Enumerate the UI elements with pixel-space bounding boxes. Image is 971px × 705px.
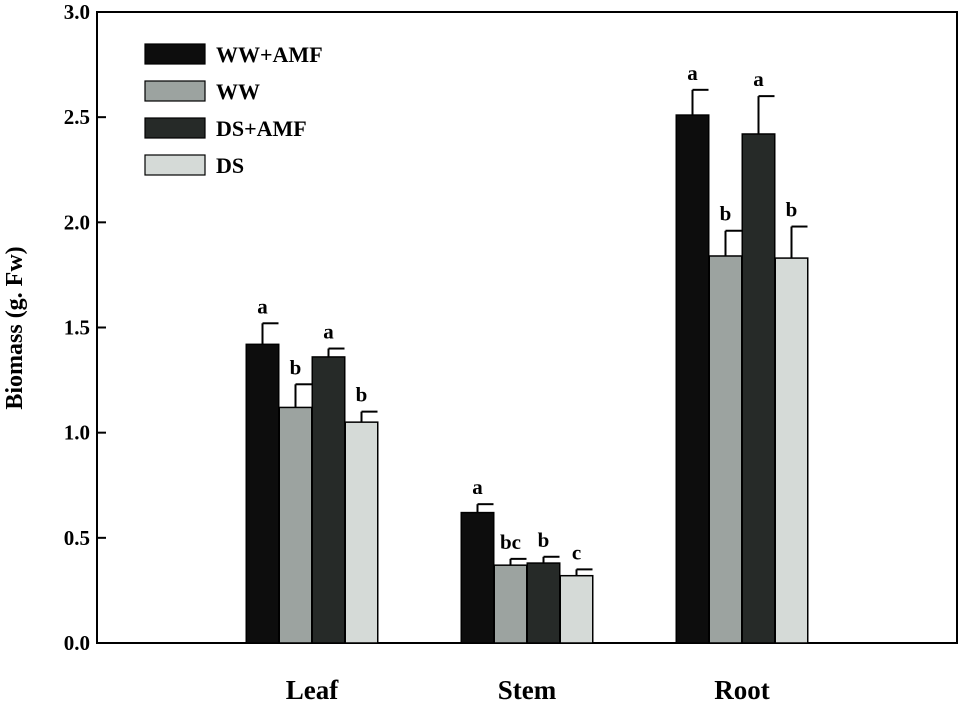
x-category-label: Root: [714, 675, 770, 705]
significance-label: b: [290, 355, 302, 379]
bar: [774, 257, 809, 644]
significance-label: b: [538, 528, 550, 552]
y-tick-label: 0.0: [64, 631, 90, 655]
legend-swatch: [144, 80, 206, 102]
bar: [245, 343, 280, 644]
bar: [675, 114, 710, 644]
y-axis: 0.0 0.5 1.0 1.5 2.0 2.5 3.0: [64, 0, 106, 655]
y-tick-label: 0.5: [64, 526, 90, 550]
bar: [278, 406, 313, 644]
bar: [493, 564, 528, 644]
y-tick-label: 2.5: [64, 105, 90, 129]
plot-frame: [96, 11, 958, 644]
bar: [708, 255, 743, 644]
bar: [559, 574, 594, 644]
significance-label: b: [720, 202, 732, 226]
y-tick-label: 3.0: [64, 0, 90, 24]
x-category-label: Leaf: [286, 675, 339, 705]
bar: [741, 133, 776, 644]
plot-area-border: [96, 11, 958, 644]
y-tick-label: 2.0: [64, 210, 90, 234]
legend-swatch: [144, 43, 206, 65]
legend-swatch: [144, 154, 206, 176]
significance-label: a: [753, 67, 764, 91]
legend-label: DS+AMF: [216, 116, 307, 141]
x-category-label: Stem: [498, 675, 557, 705]
significance-label: b: [786, 198, 798, 222]
legend: WW+AMF WW DS+AMF DS: [144, 42, 323, 178]
bar: [526, 562, 561, 644]
bar: [344, 421, 379, 644]
significance-label: a: [323, 320, 334, 344]
y-axis-title: Biomass (g. Fw): [2, 246, 28, 409]
y-tick-label: 1.5: [64, 316, 90, 340]
significance-label: a: [687, 61, 698, 85]
significance-label: b: [356, 383, 368, 407]
bar: [311, 356, 346, 644]
significance-label: bc: [500, 530, 521, 554]
significance-label: a: [257, 294, 268, 318]
legend-label: DS: [216, 153, 244, 178]
legend-label: WW: [216, 79, 260, 104]
x-axis: Leaf Stem Root: [286, 675, 770, 705]
legend-swatch: [144, 117, 206, 139]
significance-label: c: [572, 540, 581, 564]
significance-label: a: [472, 475, 483, 499]
y-tick-label: 1.0: [64, 421, 90, 445]
legend-label: WW+AMF: [216, 42, 323, 67]
bar: [460, 511, 495, 644]
